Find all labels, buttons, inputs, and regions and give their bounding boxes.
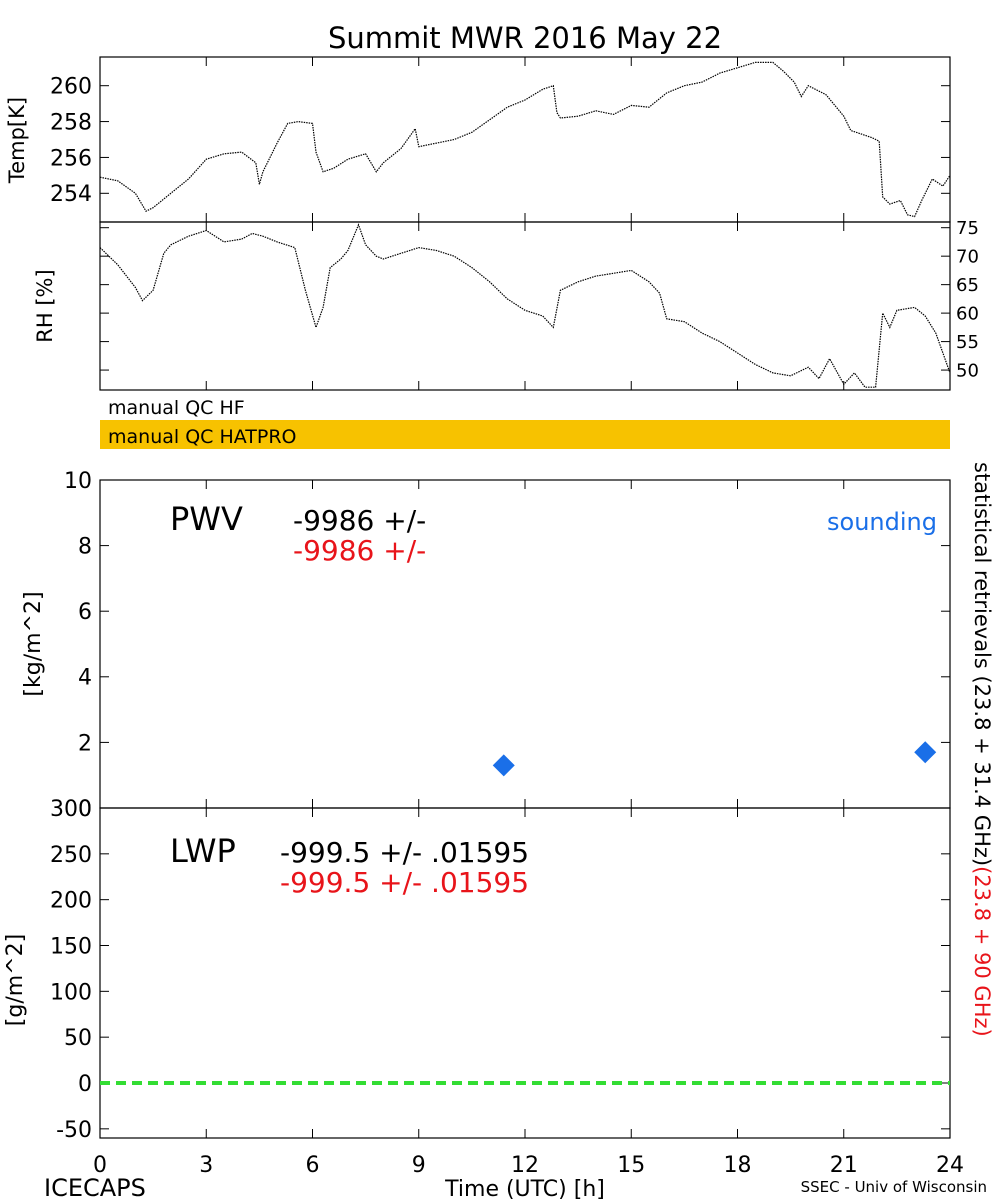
qc-bands: manual QC HF manual QC HATPRO (100, 397, 950, 449)
pwv-name: PWV (170, 500, 243, 538)
right-label-black: statistical retrievals (23.8 + 31.4 GHz) (970, 462, 994, 866)
pwv-ytick-label: 8 (78, 535, 92, 560)
rh-ytick-label: 65 (956, 275, 979, 296)
right-label-red: (23.8 + 90 GHz) (970, 866, 994, 1037)
pwv-ytick-label: 6 (78, 600, 92, 625)
temp-panel: 254 256 258 260 Temp[K] (5, 56, 951, 223)
footer-right: SSEC - Univ of Wisconsin (801, 1178, 987, 1196)
rh-ytick-label: 50 (956, 361, 979, 382)
lwp-xlabel: Time (UTC) [h] (444, 1177, 605, 1200)
pwv-panel: 0 2 4 6 8 10 [kg/m^2] PWV -9986 +/--9986 +/- soun… (21, 469, 951, 822)
pwv-legend-sounding: sounding (827, 508, 937, 536)
rh-frame (99, 221, 951, 391)
rh-ytick-label: 60 (956, 304, 979, 325)
pwv-ytick-label: 2 (78, 731, 92, 756)
pwv-ytick-label: 10 (64, 469, 92, 494)
lwp-ytick-label: 250 (50, 843, 92, 868)
lwp-ytick-label: 150 (50, 934, 92, 959)
pwv-ytick-label: 4 (78, 666, 92, 691)
temp-ytick-label: 258 (50, 110, 92, 135)
lwp-xtick-label: 12 (511, 1153, 539, 1178)
lwp-ytick-label: 300 (50, 797, 92, 822)
lwp-xtick-label: 21 (830, 1153, 858, 1178)
temp-ytick-label: 254 (50, 182, 92, 207)
right-label-statistical: statistical retrievals (23.8 + 31.4 GHz)… (970, 462, 994, 1037)
rh-series-line (99, 223, 951, 388)
rh-panel: 50 55 60 65 70 75 RH [%] (33, 218, 979, 391)
rh-ytick-label: 70 (956, 247, 979, 268)
lwp-ytick-label: -50 (56, 1118, 92, 1143)
lwp-ylabel: [g/m^2] (3, 934, 28, 1026)
pwv-sounding-point (914, 741, 937, 764)
rh-ytick-label: 55 (956, 332, 979, 353)
lwp-xtick-label: 9 (412, 1153, 426, 1178)
qc-hatpro-band (100, 420, 950, 449)
temp-ytick-label: 260 (50, 75, 92, 100)
pwv-ylabel: [kg/m^2] (21, 591, 46, 696)
pwv-ytick-label: 0 (78, 797, 92, 822)
lwp-xtick-label: 15 (617, 1153, 645, 1178)
lwp-value-red: -999.5 +/- .01595 (280, 866, 529, 899)
temp-series-line (99, 61, 951, 218)
lwp-xtick-label: 3 (199, 1153, 213, 1178)
figure-title: Summit MWR 2016 May 22 (328, 21, 722, 55)
footer-left: ICECAPS (44, 1174, 146, 1200)
lwp-xtick-label: 0 (93, 1153, 107, 1178)
lwp-value-black: -999.5 +/- .01595 (280, 836, 529, 869)
lwp-name: LWP (170, 832, 236, 870)
lwp-xtick-label: 24 (936, 1153, 964, 1178)
pwv-value-black: -9986 +/- (293, 504, 426, 537)
rh-ylabel: RH [%] (33, 269, 57, 342)
lwp-ytick-label: 200 (50, 889, 92, 914)
pwv-sounding-point (492, 754, 515, 777)
qc-hatpro-label: manual QC HATPRO (108, 426, 297, 448)
lwp-xtick-label: 18 (724, 1153, 752, 1178)
temp-ylabel: Temp[K] (5, 97, 29, 184)
pwv-value-red: -9986 +/- (293, 534, 426, 567)
qc-hf-label: manual QC HF (108, 397, 245, 419)
lwp-ytick-label: 0 (78, 1072, 92, 1097)
lwp-xtick-label: 6 (306, 1153, 320, 1178)
lwp-ytick-label: 100 (50, 980, 92, 1005)
temp-ytick-label: 256 (50, 146, 92, 171)
rh-ytick-label: 75 (956, 218, 979, 239)
lwp-ytick-label: 50 (64, 1026, 92, 1051)
temp-frame (99, 56, 951, 223)
